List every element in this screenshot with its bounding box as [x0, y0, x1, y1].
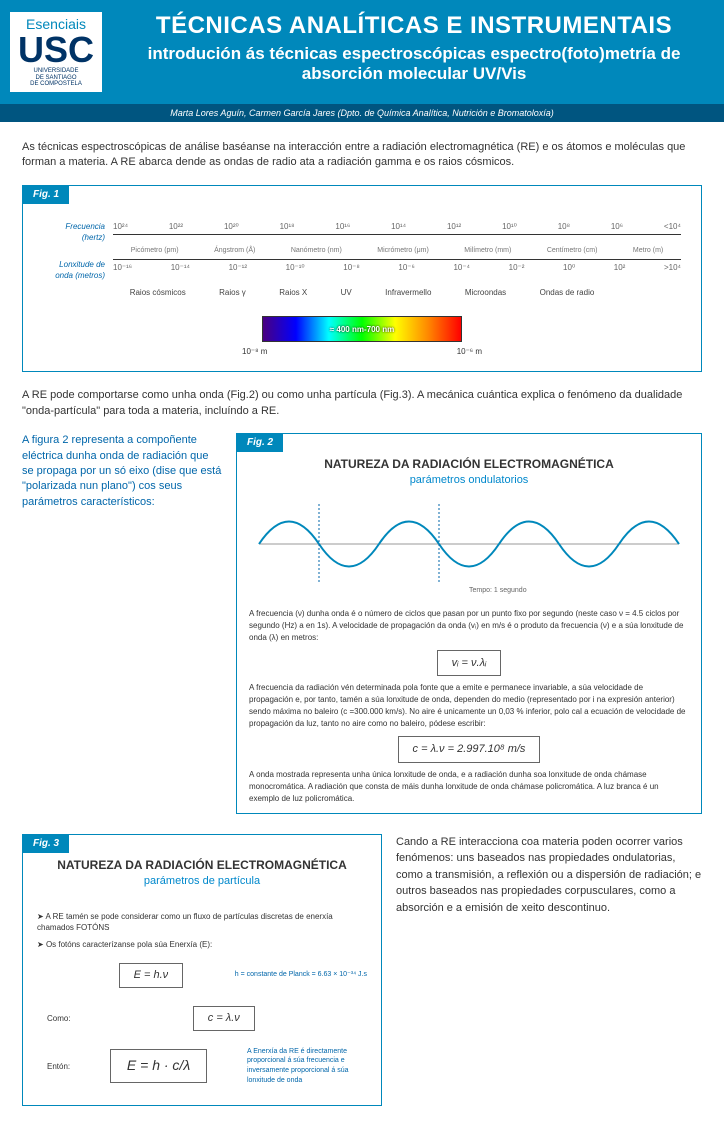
- fig2-subtitle: parámetros ondulatorios: [237, 473, 701, 488]
- logo-block: Esenciais USC UNIVERSIDADE DE SANTIAGO D…: [10, 12, 102, 92]
- formula-ehcl: E = h · c/λ: [110, 1049, 207, 1083]
- formula-clv: c = λ.ν: [193, 1006, 255, 1031]
- fig2-title: NATUREZA DA RADIACIÓN ELECTROMAGNÉTICA: [237, 456, 701, 473]
- figure-2: Fig. 2 NATUREZA DA RADIACIÓN ELECTROMAGN…: [236, 433, 702, 814]
- unit-labels: Picómetro (pm)Ángstrom (Å)Nanómetro (nm)…: [43, 246, 681, 256]
- header: Esenciais USC UNIVERSIDADE DE SANTIAGO D…: [0, 0, 724, 104]
- fig2-intro: A figura 2 representa a compoñente eléct…: [22, 433, 222, 814]
- fig3-bullet2: ➤ Os fotóns caracterízanse pola súa Ener…: [37, 939, 367, 950]
- wave-axis-label: Lonxitude de onda (metros): [43, 259, 113, 281]
- spectrum-left-label: 10⁻⁸ m: [242, 346, 267, 357]
- figure-3: Fig. 3 NATUREZA DA RADIACIÓN ELECTROMAGN…: [22, 834, 382, 1106]
- formula-vi: vᵢ = ν.λᵢ: [437, 650, 502, 677]
- content: As técnicas espectroscópicas de análise …: [0, 122, 724, 1124]
- fig3-label: Fig. 3: [23, 835, 69, 853]
- fig2-text2: A frecuencia da radiación vén determinad…: [249, 682, 689, 730]
- freq-ticks: 10²⁴10²²10²⁰10¹⁸10¹⁶10¹⁴10¹²10¹⁰10⁸10⁶<1…: [113, 221, 681, 235]
- page-subtitle: introdución ás técnicas espectroscópicas…: [114, 44, 714, 84]
- planck-note: h = constante de Planck = 6.63 × 10⁻³⁴ J…: [235, 970, 367, 980]
- fig2-label: Fig. 2: [237, 434, 283, 452]
- fig3-subtitle: parámetros de partícula: [23, 874, 381, 889]
- em-bands: Raios cósmicosRaios γRaios XUVInfraverme…: [43, 287, 681, 298]
- fig2-text1: A frecuencia (ν) dunha onda é o número d…: [249, 608, 689, 644]
- logo-usc: USC: [18, 32, 94, 68]
- fig2-text3: A onda mostrada representa unha única lo…: [249, 769, 689, 805]
- spectrum-bar: ≈ 400 nm-700 nm: [262, 316, 462, 342]
- page-title: TÉCNICAS ANALÍTICAS E INSTRUMENTAIS: [114, 12, 714, 40]
- logo-subtitle: UNIVERSIDADE DE SANTIAGO DE COMPOSTELA: [18, 68, 94, 88]
- paragraph-2: A RE pode comportarse como unha onda (Fi…: [22, 388, 702, 419]
- fig1-label: Fig. 1: [23, 186, 69, 204]
- formula-c: c = λ.ν = 2.997.10⁸ m/s: [398, 736, 541, 763]
- wave-ticks: 10⁻¹⁶10⁻¹⁴10⁻¹²10⁻¹⁰10⁻⁸10⁻⁶10⁻⁴10⁻²10⁰1…: [113, 259, 681, 273]
- fig3-bullet1: ➤ A RE tamén se pode considerar como un …: [37, 911, 367, 933]
- energy-note: A Enerxía da RE é directamente proporcio…: [247, 1047, 367, 1086]
- header-text: TÉCNICAS ANALÍTICAS E INSTRUMENTAIS intr…: [114, 12, 714, 92]
- svg-text:Tempo: 1 segundo: Tempo: 1 segundo: [469, 587, 527, 594]
- fig3-title: NATUREZA DA RADIACIÓN ELECTROMAGNÉTICA: [23, 857, 381, 874]
- visible-spectrum: ≈ 400 nm-700 nm 10⁻⁸ m 10⁻⁶ m: [43, 316, 681, 357]
- interaction-paragraph: Cando a RE interacciona coa materia pode…: [396, 834, 702, 917]
- spectrum-right-label: 10⁻⁶ m: [457, 346, 482, 357]
- figure-1: Fig. 1 Frecuencia (hertz) 10²⁴10²²10²⁰10…: [22, 185, 702, 373]
- freq-axis-label: Frecuencia (hertz): [43, 221, 113, 243]
- authors-bar: Marta Lores Aguín, Carmen García Jares (…: [0, 104, 724, 122]
- intro-paragraph: As técnicas espectroscópicas de análise …: [22, 140, 702, 171]
- wave-diagram: Tempo: 1 segundo: [237, 494, 701, 594]
- formula-ehv: E = h.ν: [119, 963, 184, 988]
